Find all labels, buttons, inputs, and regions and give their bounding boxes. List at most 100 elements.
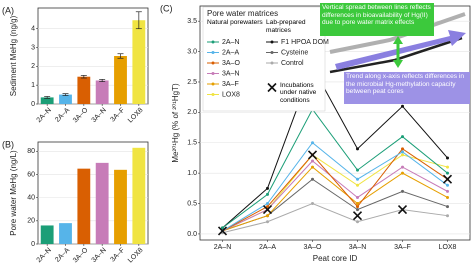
x-stroke [397, 205, 408, 215]
y-tick-label: 1.5 [187, 140, 197, 147]
trend-arrow [335, 30, 466, 70]
legend-dot [211, 40, 215, 44]
error-bar [62, 93, 69, 96]
point [446, 205, 449, 209]
x-stroke [307, 150, 318, 160]
point [401, 153, 404, 157]
point [266, 205, 269, 209]
y-tick-label: 0.5 [187, 200, 197, 207]
bar [77, 168, 91, 244]
bar [132, 20, 146, 105]
x-tick-label: 2A–A [54, 107, 71, 124]
legend-dot [211, 93, 215, 96]
panel-label: (C) [160, 3, 173, 13]
legend-label: 3A–N [222, 70, 240, 77]
annotation-text: Vertical spread between lines reflects d… [322, 4, 431, 27]
annotation: Vertical spread between lines reflects d… [322, 4, 431, 27]
point [356, 220, 359, 224]
legend-item: LOX8 [207, 91, 240, 98]
y-axis-label: Sediment MeHg (ng/g) [9, 15, 18, 96]
y-tick-label: 4 [31, 26, 35, 33]
point [356, 202, 359, 206]
y-tick-label: 0 [31, 101, 35, 108]
x-tick-label: LOX8 [127, 107, 145, 125]
legend-heading: Lab-prepared matrices [266, 19, 306, 34]
y-tick-label: 0 [31, 241, 35, 248]
spread-arrow-head [393, 36, 403, 44]
point [446, 189, 449, 193]
y-tick-label: 1 [31, 82, 35, 89]
point [401, 189, 404, 193]
native-marker [217, 226, 228, 236]
legend-heading-text: Natural porewaters [207, 19, 263, 26]
error-bar [99, 78, 106, 82]
y-tick-label: 3 [31, 44, 35, 51]
error-bar [80, 75, 87, 79]
legend-label-text: Incubations under native conditions [280, 81, 317, 104]
bar [59, 223, 72, 244]
native-marker [352, 211, 363, 221]
bar [40, 225, 54, 244]
series-line [222, 108, 448, 229]
legend-label: Cysteine [281, 49, 308, 56]
x-tick-label: 3A–O [72, 246, 90, 264]
point [311, 141, 314, 145]
spread-arrow-head [393, 60, 403, 68]
legend-dot [211, 82, 215, 86]
legend-item: Control [266, 60, 304, 67]
legend-item: F1 HPOA DOM [266, 39, 329, 46]
legend-label: LOX8 [222, 91, 240, 98]
series-line [222, 65, 448, 229]
point [446, 156, 449, 160]
series-line [222, 166, 448, 232]
point [311, 202, 314, 206]
legend-item: 3A–N [207, 70, 240, 77]
point [446, 214, 449, 218]
native-marker [307, 150, 318, 160]
legend-item: 2A–A [207, 49, 239, 56]
point [401, 147, 404, 151]
bar [77, 76, 91, 104]
legend-label: 2A–N [222, 39, 240, 46]
point [356, 195, 359, 199]
annotation-arrows [329, 12, 466, 74]
point [266, 192, 269, 196]
y-tick-label: 40 [27, 194, 35, 201]
x-stroke [352, 211, 363, 221]
point [266, 220, 269, 224]
plot-area [37, 141, 149, 245]
error-bar [117, 53, 124, 59]
x-tick-label: 3A–F [109, 107, 126, 124]
point [401, 150, 404, 154]
error-bar [44, 96, 51, 99]
annotation-text: Trend along x-axis reflects differences … [346, 73, 465, 96]
legend-item: Cysteine [266, 49, 308, 56]
legend-label: Control [281, 60, 304, 67]
bar [114, 169, 127, 244]
legend-heading: Natural porewaters [207, 19, 263, 26]
x-tick-label: 3A–F [394, 244, 411, 251]
x-tick-label: 2A–N [36, 107, 53, 124]
x-stroke [262, 205, 273, 215]
y-tick-label: 80 [27, 148, 35, 155]
bar [132, 147, 146, 244]
x-tick-label: 3A–N [349, 244, 367, 251]
legend-heading-text: Lab-prepared matrices [266, 19, 306, 34]
legend-label: 2A–A [222, 49, 239, 56]
x-tick-label: LOX8 [127, 247, 145, 265]
point [266, 214, 269, 218]
x-tick-label: LOX8 [439, 244, 457, 251]
x-tick-label: 3A–N [91, 107, 108, 124]
legend-dot [270, 40, 274, 44]
y-tick-label: 0.0 [187, 231, 197, 238]
y-tick-label: 20 [27, 218, 35, 225]
panel-label: (A) [2, 5, 14, 15]
x-tick-label: 2A–A [259, 244, 276, 251]
bar [59, 94, 72, 104]
point [356, 183, 359, 187]
native-marker [262, 205, 273, 215]
bar [40, 97, 54, 104]
series-line [222, 148, 448, 232]
legend-dot [211, 51, 215, 54]
point [311, 159, 314, 163]
